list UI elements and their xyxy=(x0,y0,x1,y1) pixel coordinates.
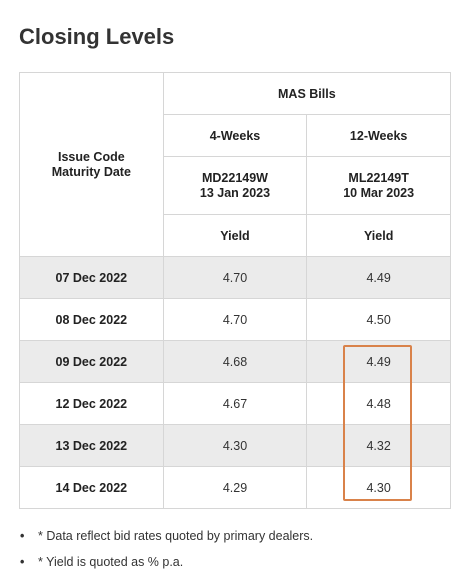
issue-cell-4w: MD22149W 13 Jan 2023 xyxy=(162,156,308,215)
yield-4w-value: 4.70 xyxy=(162,298,308,341)
footnote-text: * Yield is quoted as % p.a. xyxy=(38,555,184,569)
issue-cell-12w: ML22149T 10 Mar 2023 xyxy=(306,156,451,215)
tenor-header-4w: 4-Weeks xyxy=(162,114,308,157)
tenor-header-12w: 12-Weeks xyxy=(306,114,451,157)
yield-12w-value: 4.49 xyxy=(306,256,451,299)
mas-bills-header: MAS Bills xyxy=(162,72,452,115)
page-title: Closing Levels xyxy=(19,24,175,49)
table-header-row: MD22149W 13 Jan 2023 ML22149T 10 Mar 202… xyxy=(20,156,451,215)
table-row: 14 Dec 2022 4.29 4.30 xyxy=(19,466,451,509)
table-header-row: Yield Yield xyxy=(20,214,451,257)
list-item: • * Data reflect bid rates quoted by prim… xyxy=(20,526,313,552)
footnote-text: * Data reflect bid rates quoted by prima… xyxy=(38,529,314,543)
issue-code-label: Issue Code xyxy=(57,149,125,164)
table-header-row: 4-Weeks 12-Weeks xyxy=(20,114,451,157)
table-row: 07 Dec 2022 4.70 4.49 xyxy=(19,256,451,299)
maturity-date-4w: 13 Jan 2023 xyxy=(199,185,271,200)
list-item: • * Yield is quoted as % p.a. xyxy=(20,552,313,578)
row-date: 14 Dec 2022 xyxy=(19,466,164,509)
table-row: 08 Dec 2022 4.70 4.50 xyxy=(19,298,451,341)
issue-code-maturity-header: Issue Code Maturity Date xyxy=(19,72,164,257)
issue-code-4w: MD22149W xyxy=(201,170,268,185)
yield-header-12w: Yield xyxy=(306,214,451,257)
yield-12w-value: 4.32 xyxy=(306,424,451,467)
table-row: 13 Dec 2022 4.30 4.32 xyxy=(19,424,451,467)
row-date: 08 Dec 2022 xyxy=(19,298,164,341)
table-header-row: Issue Code Maturity Date MAS Bills xyxy=(19,72,452,257)
maturity-date-12w: 10 Mar 2023 xyxy=(343,185,415,200)
yield-12w-value: 4.48 xyxy=(306,382,451,425)
maturity-date-label: Maturity Date xyxy=(51,164,131,179)
row-date: 13 Dec 2022 xyxy=(19,424,164,467)
row-date: 09 Dec 2022 xyxy=(19,340,164,383)
issue-code-12w: ML22149T xyxy=(348,170,409,185)
yield-4w-value: 4.30 xyxy=(162,424,308,467)
yield-12w-value: 4.49 xyxy=(306,340,451,383)
yield-header-4w: Yield xyxy=(162,214,308,257)
yield-4w-value: 4.70 xyxy=(162,256,308,299)
closing-levels-table: Issue Code Maturity Date MAS Bills 4-Wee… xyxy=(19,72,452,509)
bullet-icon: • xyxy=(20,529,25,543)
footnotes-list: • * Data reflect bid rates quoted by prim… xyxy=(20,526,313,578)
bullet-icon: • xyxy=(20,555,25,569)
table-row: 09 Dec 2022 4.68 4.49 xyxy=(19,340,451,383)
row-date: 07 Dec 2022 xyxy=(19,256,164,299)
yield-12w-value: 4.30 xyxy=(306,466,451,509)
yield-4w-value: 4.29 xyxy=(162,466,308,509)
yield-12w-value: 4.50 xyxy=(306,298,451,341)
yield-4w-value: 4.68 xyxy=(162,340,308,383)
row-date: 12 Dec 2022 xyxy=(19,382,164,425)
table-row: 12 Dec 2022 4.67 4.48 xyxy=(19,382,451,425)
yield-4w-value: 4.67 xyxy=(162,382,308,425)
